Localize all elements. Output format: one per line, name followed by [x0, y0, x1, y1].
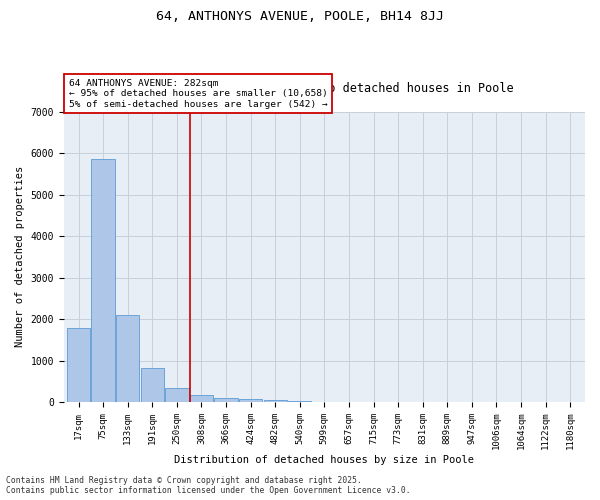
- Bar: [140, 368, 164, 402]
- Bar: [263, 400, 287, 402]
- Bar: [239, 399, 262, 402]
- Bar: [190, 395, 213, 402]
- Bar: [91, 160, 115, 402]
- Bar: [116, 315, 139, 402]
- Text: Contains HM Land Registry data © Crown copyright and database right 2025.
Contai: Contains HM Land Registry data © Crown c…: [6, 476, 410, 495]
- Text: 64, ANTHONYS AVENUE, POOLE, BH14 8JJ: 64, ANTHONYS AVENUE, POOLE, BH14 8JJ: [156, 10, 444, 23]
- Bar: [165, 388, 188, 402]
- Bar: [288, 401, 311, 402]
- Bar: [67, 328, 90, 402]
- Y-axis label: Number of detached properties: Number of detached properties: [15, 166, 25, 348]
- Bar: [214, 398, 238, 402]
- Title: Size of property relative to detached houses in Poole: Size of property relative to detached ho…: [136, 82, 513, 95]
- Text: 64 ANTHONYS AVENUE: 282sqm
← 95% of detached houses are smaller (10,658)
5% of s: 64 ANTHONYS AVENUE: 282sqm ← 95% of deta…: [69, 79, 328, 108]
- X-axis label: Distribution of detached houses by size in Poole: Distribution of detached houses by size …: [175, 455, 475, 465]
